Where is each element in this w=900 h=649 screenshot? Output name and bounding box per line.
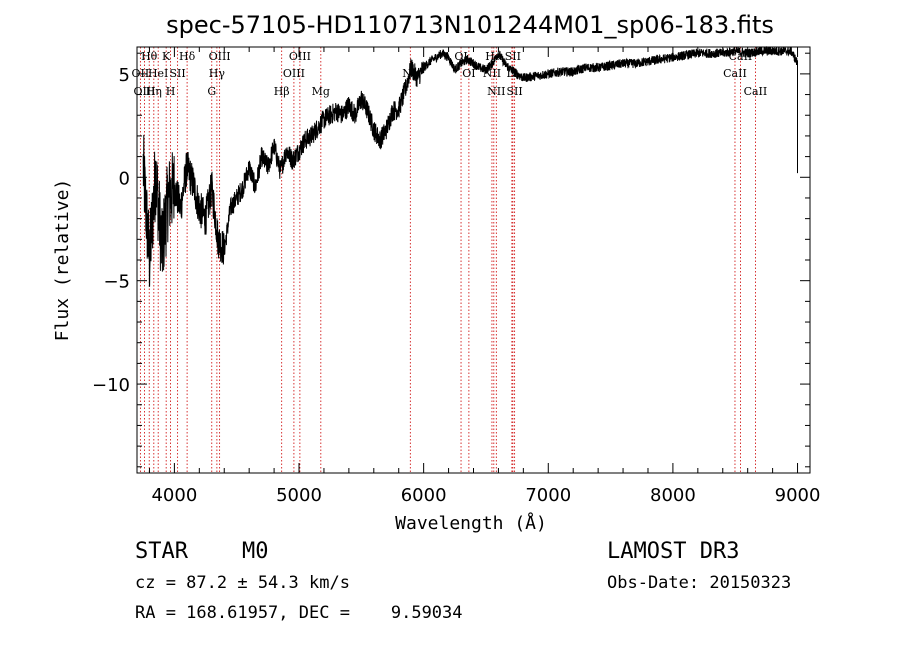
- line-label-9: G: [207, 85, 216, 98]
- y-tick-label-2: 0: [119, 168, 130, 189]
- redshift-text: cz = 87.2 ± 54.3 km/s: [135, 573, 350, 593]
- line-label-13: OIII: [283, 67, 305, 80]
- plot-frame: [136, 46, 811, 474]
- spectrum-line: [142, 45, 798, 288]
- x-tick-label-4: 8000: [650, 485, 696, 506]
- line-label-15: Mg: [312, 85, 330, 98]
- x-tick-label-2: 6000: [401, 485, 447, 506]
- obs-date: Obs-Date: 20150323: [607, 573, 792, 593]
- line-label-25: CaII: [723, 67, 747, 80]
- object-class: STAR: [135, 539, 188, 564]
- x-axis-ticks: 4000 5000 6000 7000 8000 9000: [148, 47, 821, 506]
- y-tick-label-1: −5: [103, 272, 130, 293]
- line-label-12: Hβ: [274, 85, 290, 98]
- line-label-11: OIII: [209, 50, 231, 63]
- object-subclass: M0: [242, 539, 269, 564]
- coordinates-text: RA = 168.61957, DEC = 9.59034: [135, 603, 463, 623]
- line-label-8: Hδ: [179, 50, 196, 63]
- y-axis-ticks: −10 −5 0 5: [92, 52, 810, 468]
- line-label-21: NII: [487, 85, 505, 98]
- line-label-4: HeI: [148, 67, 168, 80]
- line-label-3: Hη: [146, 85, 162, 98]
- x-tick-label-5: 9000: [775, 485, 821, 506]
- line-label-24: SII: [507, 85, 523, 98]
- y-axis-label: Flux (relative): [52, 179, 73, 342]
- x-tick-label-0: 4000: [151, 485, 197, 506]
- x-tick-label-3: 7000: [525, 485, 571, 506]
- line-label-5: K: [162, 50, 171, 63]
- line-label-7: SII: [170, 67, 186, 80]
- survey-name: LAMOST DR3: [607, 539, 740, 564]
- line-label-14: OIII: [289, 50, 311, 63]
- line-label-2: Hθ: [141, 50, 158, 63]
- spectral-line-markers: [139, 47, 756, 473]
- line-label-23: SII: [505, 50, 521, 63]
- y-tick-label-0: −10: [92, 375, 130, 396]
- x-tick-label-1: 5000: [276, 485, 322, 506]
- x-axis-label: Wavelength (Å): [395, 512, 547, 534]
- line-label-6: H: [166, 85, 176, 98]
- line-label-27: CaII: [744, 85, 768, 98]
- chart-title: spec-57105-HD110713N101244M01_sp06-183.f…: [166, 11, 774, 39]
- line-label-10: Hγ: [209, 67, 226, 80]
- y-tick-label-3: 5: [119, 65, 130, 86]
- line-label-18: OI: [462, 67, 475, 80]
